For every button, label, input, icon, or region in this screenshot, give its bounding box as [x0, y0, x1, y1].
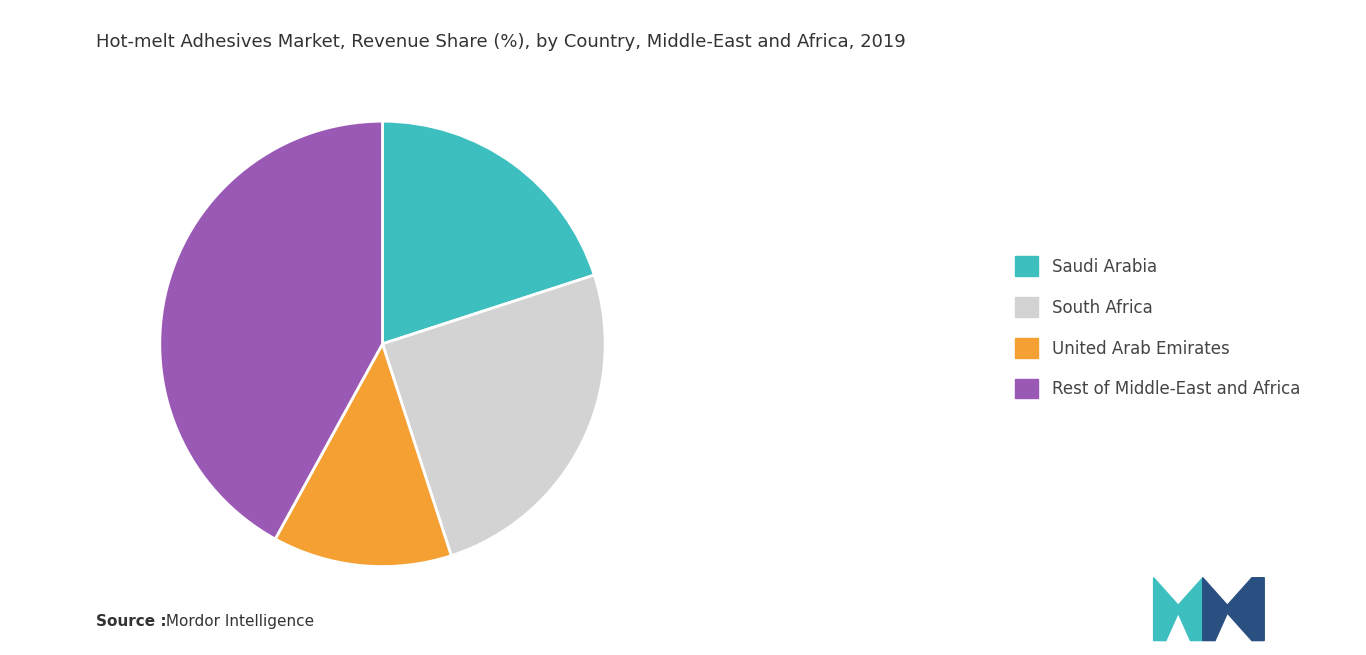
Text: Mordor Intelligence: Mordor Intelligence [161, 614, 314, 629]
Wedge shape [382, 121, 594, 344]
Wedge shape [275, 344, 451, 567]
Polygon shape [1202, 578, 1265, 641]
Polygon shape [1153, 578, 1202, 641]
Legend: Saudi Arabia, South Africa, United Arab Emirates, Rest of Middle-East and Africa: Saudi Arabia, South Africa, United Arab … [999, 240, 1317, 415]
Wedge shape [382, 275, 605, 555]
Text: Source :: Source : [96, 614, 167, 629]
Wedge shape [160, 121, 382, 539]
Text: Hot-melt Adhesives Market, Revenue Share (%), by Country, Middle-East and Africa: Hot-melt Adhesives Market, Revenue Share… [96, 33, 906, 50]
